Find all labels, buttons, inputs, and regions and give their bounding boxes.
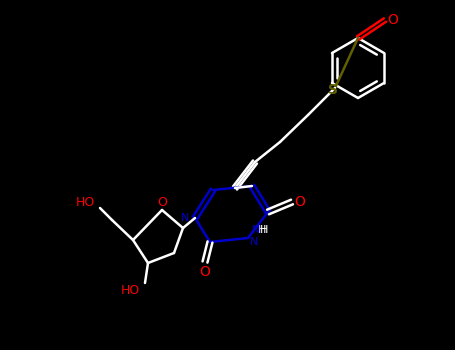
Text: HO: HO	[76, 196, 95, 210]
Text: N: N	[181, 213, 189, 223]
Text: N: N	[252, 225, 260, 235]
Text: O: O	[388, 13, 399, 27]
Text: O: O	[294, 195, 305, 209]
Text: N: N	[250, 237, 258, 247]
Text: S: S	[328, 83, 338, 97]
Text: O: O	[157, 196, 167, 209]
Text: HO: HO	[121, 285, 140, 297]
Text: O: O	[200, 265, 210, 279]
Text: H: H	[260, 225, 268, 235]
Text: H: H	[258, 225, 266, 235]
